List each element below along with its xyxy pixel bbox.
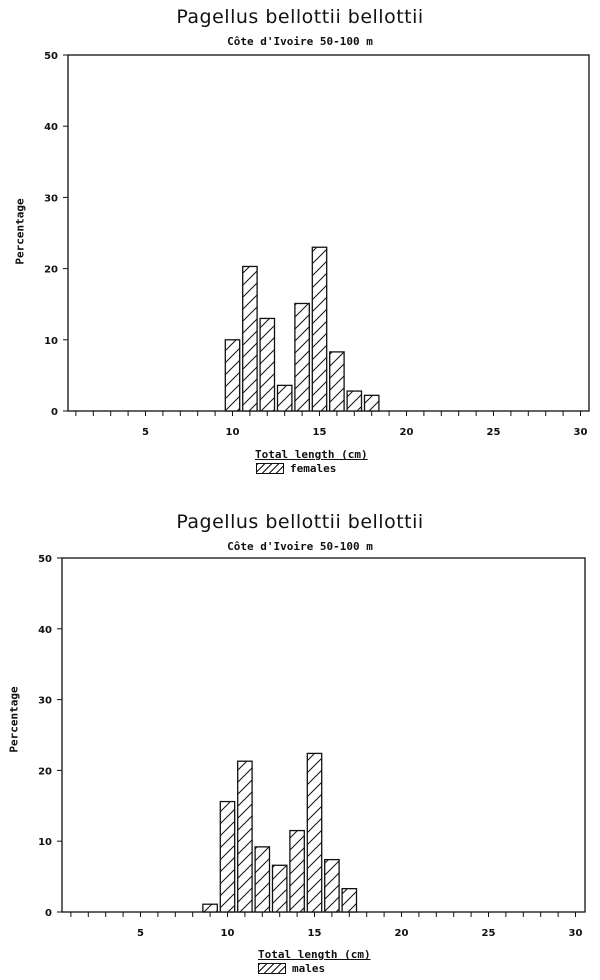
x-tick-label: 20 <box>400 427 414 438</box>
bar <box>341 887 358 913</box>
y-tick-label: 40 <box>44 122 58 133</box>
hatch-swatch-icon <box>256 463 284 474</box>
y-tick-label: 50 <box>38 554 52 565</box>
plot-frame <box>67 54 590 412</box>
y-tick-label: 10 <box>38 837 52 848</box>
y-tick-label: 0 <box>45 908 52 919</box>
x-tick-label: 15 <box>308 928 322 939</box>
legend-label: females <box>290 462 337 475</box>
bar <box>259 317 276 412</box>
hatch-swatch-icon <box>258 963 286 974</box>
chart-subtitle: Côte d'Ivoire 50-100 m <box>227 540 373 553</box>
bar <box>219 800 236 913</box>
x-tick-label: 10 <box>221 928 235 939</box>
x-tick-label: 25 <box>482 928 496 939</box>
bar <box>271 864 288 913</box>
x-tick-label: 15 <box>313 427 327 438</box>
legend-label: males <box>292 962 326 975</box>
chart-title: Pagellus bellottii bellottii <box>176 511 424 533</box>
bar <box>254 846 271 913</box>
y-tick-label: 50 <box>44 51 58 62</box>
legend: males <box>258 962 325 975</box>
y-tick-label: 10 <box>44 336 58 347</box>
x-axis-label: Total length (cm) <box>255 448 368 461</box>
bar <box>237 760 253 913</box>
bar <box>306 752 323 913</box>
y-tick-label: 30 <box>44 193 58 204</box>
y-tick-label: 20 <box>38 766 52 777</box>
y-tick-label: 30 <box>38 696 52 707</box>
chart-title: Pagellus bellottii bellottii <box>176 6 424 28</box>
bar <box>289 829 305 913</box>
bar <box>224 339 241 412</box>
y-tick-label: 0 <box>51 407 58 418</box>
bar <box>242 265 258 412</box>
x-axis-label: Total length (cm) <box>258 948 371 961</box>
females-chart: Pagellus bellottii bellottii Côte d'Ivoi… <box>14 6 590 475</box>
x-tick-label: 10 <box>226 427 240 438</box>
bar <box>276 384 293 412</box>
bar <box>202 903 218 913</box>
x-tick-label: 20 <box>395 928 409 939</box>
bar <box>324 858 340 913</box>
x-tick-label: 30 <box>574 427 588 438</box>
legend: females <box>256 462 336 475</box>
bar <box>346 390 363 412</box>
x-tick-label: 5 <box>142 427 149 438</box>
bar <box>311 246 328 412</box>
x-tick-label: 25 <box>487 427 501 438</box>
plot-frame <box>61 557 586 913</box>
bar <box>363 394 380 412</box>
y-tick-label: 40 <box>38 625 52 636</box>
plot-area: 0 10 20 30 40 50 5 10 15 20 25 30 <box>44 51 590 438</box>
bar <box>294 302 310 412</box>
y-tick-label: 20 <box>44 265 58 276</box>
chart-subtitle: Côte d'Ivoire 50-100 m <box>227 35 373 48</box>
x-tick-label: 5 <box>137 928 144 939</box>
bar <box>329 351 345 412</box>
x-tick-label: 30 <box>569 928 583 939</box>
